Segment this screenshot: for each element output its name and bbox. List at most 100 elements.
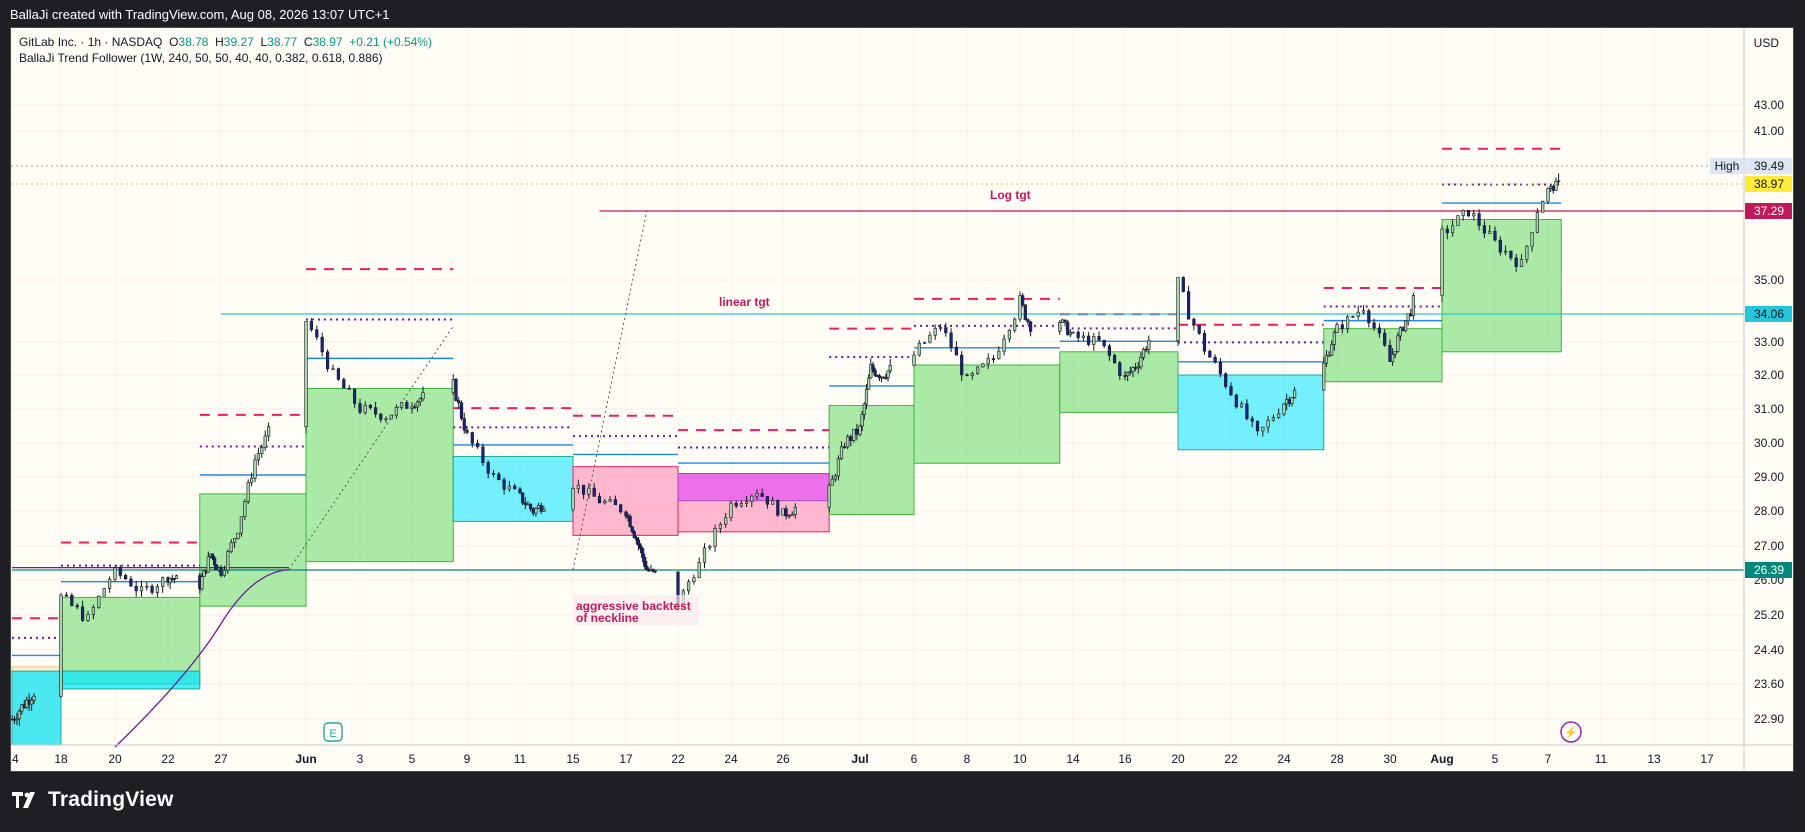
measure-line xyxy=(288,325,454,570)
candle xyxy=(1144,348,1148,351)
candle xyxy=(1134,367,1138,369)
x-tick-label: 30 xyxy=(1383,752,1397,766)
indicator-label[interactable]: BallaJi Trend Follower (1W, 240, 50, 50,… xyxy=(19,51,383,65)
candle xyxy=(1224,373,1228,387)
candle xyxy=(465,429,469,433)
candle xyxy=(1549,186,1553,189)
candle xyxy=(860,414,864,427)
chart-legend: GitLab Inc. · 1h · NASDAQ O38.78 H39.27 … xyxy=(19,34,432,66)
candle xyxy=(852,428,856,441)
candle xyxy=(597,496,602,504)
x-tick-label: 24 xyxy=(1277,752,1291,766)
candle xyxy=(1327,354,1331,357)
candle xyxy=(528,503,533,509)
candle xyxy=(1018,295,1022,320)
candle xyxy=(233,538,237,544)
candle xyxy=(1361,310,1366,313)
dividend-icon-glyph: ⚡ xyxy=(1564,726,1578,739)
candle xyxy=(17,710,21,720)
backtest-label-line2: of neckline xyxy=(576,611,639,625)
price-label-value: 26.39 xyxy=(1754,563,1784,577)
candle xyxy=(1058,322,1062,332)
x-tick-label: 15 xyxy=(566,752,580,766)
candle xyxy=(734,502,738,507)
candle xyxy=(1445,228,1449,234)
candle xyxy=(246,482,250,502)
x-tick-label: 14 xyxy=(11,752,19,766)
candle xyxy=(75,605,79,608)
price-label-value: 38.97 xyxy=(1754,177,1784,191)
candle xyxy=(531,508,535,514)
legend-low-value: 38.77 xyxy=(267,35,298,49)
candle xyxy=(325,351,330,370)
candle xyxy=(1330,344,1334,356)
candle xyxy=(1107,345,1111,356)
candle xyxy=(459,402,464,419)
candle xyxy=(1535,212,1539,233)
weekly-box xyxy=(572,466,679,536)
candle xyxy=(729,502,733,518)
candle xyxy=(1213,356,1217,363)
candle xyxy=(451,379,455,393)
candle xyxy=(168,577,172,583)
legend-close-value: 38.97 xyxy=(312,35,343,49)
candle xyxy=(784,508,788,517)
earnings-icon xyxy=(323,722,343,742)
candle xyxy=(462,418,466,431)
x-tick-label: 28 xyxy=(1330,752,1344,766)
candle xyxy=(603,500,607,504)
candle xyxy=(991,358,996,360)
candle xyxy=(1377,327,1381,334)
candle xyxy=(1391,353,1395,362)
candle xyxy=(634,537,638,541)
candle xyxy=(576,484,580,489)
weekly-box xyxy=(913,364,1061,464)
chart-frame[interactable]: Log tgt linear tgt aggressive backtest of n… xyxy=(10,27,1794,772)
tradingview-logo[interactable]: TradingView xyxy=(12,788,174,812)
candle xyxy=(1541,200,1545,213)
x-tick-label: 22 xyxy=(671,752,685,766)
y-tick-label: 23.60 xyxy=(1754,677,1784,691)
candle xyxy=(1477,213,1481,226)
weekly-box xyxy=(11,670,62,746)
price-label-value: 37.29 xyxy=(1754,204,1784,218)
candle xyxy=(210,553,215,559)
candle xyxy=(944,327,948,334)
trend-curve xyxy=(114,568,290,748)
candle xyxy=(70,594,74,606)
candle xyxy=(415,401,420,408)
candle xyxy=(1466,209,1471,217)
currency-label[interactable]: USD xyxy=(1753,36,1779,50)
candle xyxy=(1551,186,1555,191)
candle xyxy=(1322,362,1326,391)
candle xyxy=(1136,366,1140,369)
candle xyxy=(867,377,871,390)
candle xyxy=(632,531,636,539)
candle xyxy=(960,354,964,376)
candle xyxy=(1282,403,1286,415)
candle xyxy=(145,585,149,588)
price-label-value: 34.06 xyxy=(1754,307,1784,321)
candle xyxy=(502,479,506,490)
candle xyxy=(81,606,85,621)
candle xyxy=(342,379,346,389)
candle xyxy=(1271,417,1275,421)
candle xyxy=(150,585,154,593)
candle xyxy=(864,389,869,405)
candle xyxy=(1068,332,1072,336)
candle xyxy=(32,695,36,701)
candle xyxy=(1250,418,1254,422)
candle xyxy=(475,443,480,448)
candle xyxy=(624,511,628,517)
legend-symbol[interactable]: GitLab Inc. · 1h · NASDAQ xyxy=(19,35,163,49)
candle xyxy=(1324,355,1328,364)
candle xyxy=(1285,399,1289,405)
y-tick-label: 30.00 xyxy=(1754,436,1784,450)
x-tick-label: 17 xyxy=(619,752,633,766)
candle xyxy=(630,526,634,533)
candle xyxy=(858,425,862,435)
candle xyxy=(975,366,980,374)
candle xyxy=(539,505,543,512)
candle xyxy=(1388,344,1392,362)
